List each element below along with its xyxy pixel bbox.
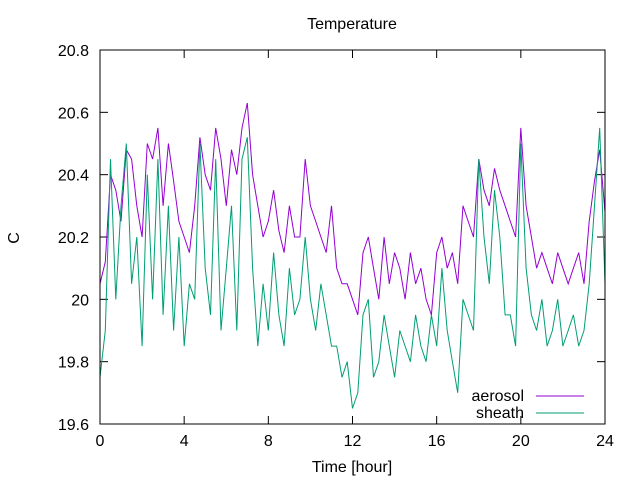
y-tick-label: 20.4: [58, 168, 89, 185]
series-line-aerosol: [99, 102, 606, 316]
series-line-sheath: [99, 127, 606, 409]
y-tick-label: 19.8: [58, 355, 89, 372]
chart-title: Temperature: [307, 16, 397, 33]
x-tick-label: 16: [428, 433, 446, 450]
x-tick-label: 0: [96, 433, 105, 450]
plot-frame: [99, 49, 606, 425]
x-tick-label: 8: [264, 433, 273, 450]
series-lines: [99, 102, 606, 409]
legend-label-aerosol: aerosol: [472, 388, 524, 405]
axis-ticks: 19.6 19.8 20 20.2 20.4 20.6 20.8 0 4 8 12 16 20 24: [58, 43, 614, 450]
y-tick-label: 20: [71, 292, 89, 309]
x-tick-label: 4: [180, 433, 189, 450]
x-tick-label: 24: [596, 433, 614, 450]
x-tick-label: 20: [512, 433, 530, 450]
y-axis-label: C: [6, 232, 23, 244]
y-tick-label: 20.6: [58, 105, 89, 122]
y-tick-label: 19.6: [58, 417, 89, 434]
x-axis-label: Time [hour]: [312, 459, 392, 476]
x-tick-label: 12: [344, 433, 362, 450]
y-tick-label: 20.8: [58, 43, 89, 60]
y-tick-label: 20.2: [58, 230, 89, 247]
legend-label-sheath: sheath: [476, 405, 524, 422]
